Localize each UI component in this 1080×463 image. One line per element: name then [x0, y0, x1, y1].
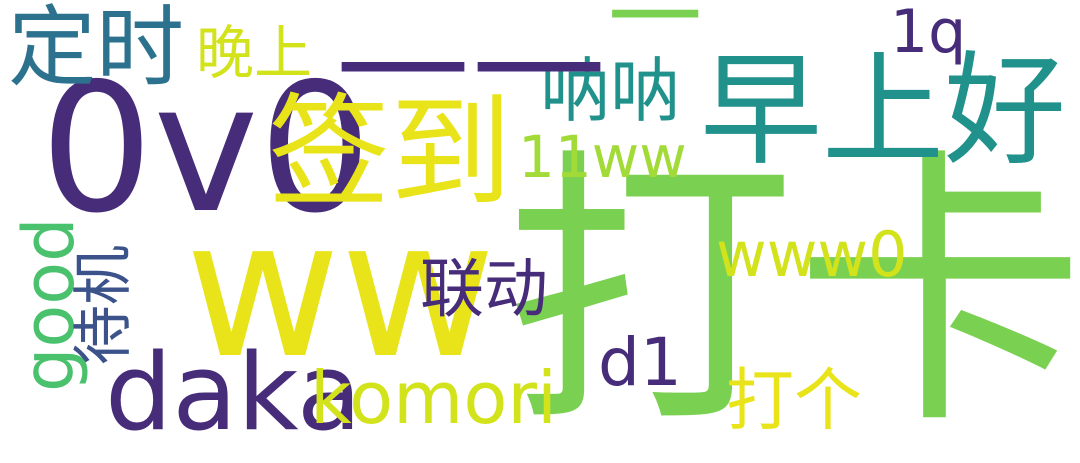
- word-wanshang: 晚上: [196, 19, 313, 87]
- word-ww: ww: [185, 179, 496, 400]
- word-komori: komori: [310, 356, 557, 440]
- word-11ww: 11ww: [518, 123, 687, 191]
- word-1q: 1q: [890, 0, 967, 67]
- word-0v0: 0v0: [40, 45, 372, 252]
- word-daka: daka: [105, 331, 362, 454]
- word-dingshi: 定时: [8, 0, 185, 99]
- word-www0: www0: [716, 218, 908, 291]
- word-d1: d1: [598, 324, 682, 401]
- word-yi: 一: [608, 0, 703, 73]
- word-nana: 呐呐: [540, 50, 680, 132]
- word-liandong: 联动: [420, 253, 548, 327]
- word-daiji: 待机: [69, 245, 139, 365]
- word-dash: ——: [335, 0, 607, 137]
- word-dage: 打个: [726, 362, 863, 441]
- word-dakai: 打卡: [505, 126, 1080, 463]
- word-zaoshanghao: 早上好: [700, 40, 1066, 182]
- word-qiandao: 签到: [268, 82, 512, 224]
